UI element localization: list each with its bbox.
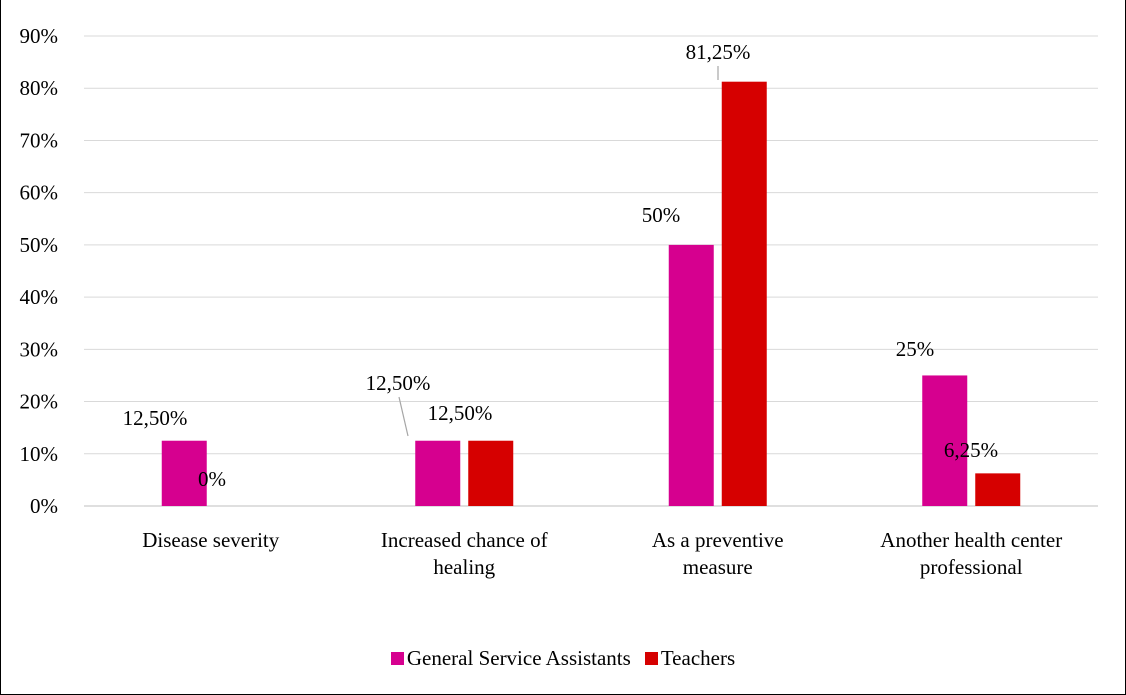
legend-item-general-service-assistants: General Service Assistants (390, 646, 631, 671)
y-tick-label: 60% (20, 181, 59, 205)
leader-line (398, 396, 409, 437)
y-tick-label: 10% (20, 442, 59, 466)
bar (468, 440, 514, 506)
legend: General Service Assistants Teachers (0, 646, 1126, 671)
bar-chart: 0%10%20%30%40%50%60%70%80%90% 12,50%0%12… (20, 24, 1098, 579)
y-tick-label: 20% (20, 390, 59, 414)
y-tick-label: 0% (30, 494, 58, 518)
data-label: 81,25% (686, 40, 751, 64)
x-category-label: Disease severity (142, 528, 280, 552)
bar (922, 375, 968, 506)
legend-item-teachers: Teachers (644, 646, 736, 671)
data-label: 50% (642, 203, 681, 227)
y-tick-label: 80% (20, 76, 59, 100)
bar (415, 440, 461, 506)
bars (161, 81, 1021, 506)
x-category-label: Another health center professional (880, 528, 1062, 579)
bar (161, 440, 207, 506)
legend-label: General Service Assistants (406, 646, 631, 670)
x-axis-categories: Disease severity Increased chance of heali… (142, 528, 1062, 579)
legend-label: Teachers (660, 646, 736, 670)
legend-swatch (644, 652, 658, 665)
data-label: 25% (896, 337, 935, 361)
legend-swatch (390, 652, 404, 665)
data-label: 0% (198, 467, 226, 491)
y-tick-label: 70% (20, 128, 59, 152)
data-label: 6,25% (944, 438, 998, 462)
data-labels: 12,50% 0% 12,50% 12,50% 50% 81,25% 25% 6,25% (123, 40, 999, 491)
y-tick-label: 50% (20, 233, 59, 257)
y-tick-label: 30% (20, 337, 59, 361)
y-tick-label: 40% (20, 285, 59, 309)
data-label: 12,50% (366, 371, 431, 395)
y-tick-label: 90% (20, 24, 59, 48)
x-category-label: As a preventive measure (652, 528, 784, 579)
gridlines (84, 35, 1098, 507)
bar (975, 473, 1021, 506)
y-axis-ticks: 0% 10% 20% 30% 40% 50% 60% 70% 80% 90% (20, 24, 59, 518)
bar (668, 244, 714, 506)
data-label: 12,50% (428, 401, 493, 425)
data-label: 12,50% (123, 406, 188, 430)
bar (721, 81, 767, 506)
x-category-label: Increased chance of healing (381, 528, 548, 579)
